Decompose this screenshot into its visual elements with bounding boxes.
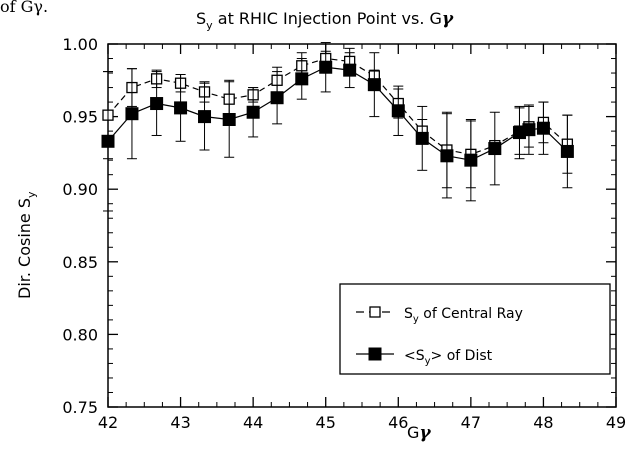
title-rest: at RHIC Injection Point vs. G: [213, 9, 442, 28]
x-axis-label-g: G: [407, 423, 419, 442]
series-line: [107, 57, 568, 155]
legend: Sy of Central Ray <Sy> of Dist: [339, 283, 611, 375]
y-tick-label: 0.95: [62, 108, 98, 127]
y-tick-label: 0.80: [62, 325, 98, 344]
data-point-filled-square: [522, 123, 536, 137]
caption-fragment: of Gγ.: [0, 0, 630, 16]
data-point-filled-square: [246, 105, 260, 119]
data-point-filled-square: [464, 153, 478, 167]
title-s: S: [196, 9, 206, 28]
y-tick-label: 0.90: [62, 180, 98, 199]
y-axis-label-subscript: y: [25, 191, 38, 198]
data-point-filled-square: [488, 142, 502, 156]
data-point-filled-square: [536, 121, 550, 135]
data-point-filled-square: [391, 104, 405, 118]
data-point-filled-square: [560, 144, 574, 158]
x-tick-label: 47: [461, 413, 481, 432]
y-tick-label: 0.75: [62, 398, 98, 417]
x-tick-label: 49: [606, 413, 626, 432]
svg-text:Sy at RHIC Injection Point vs.: Sy at RHIC Injection Point vs. Gγ: [196, 9, 454, 32]
data-point-filled-square: [295, 72, 309, 86]
legend-box: [339, 283, 611, 375]
data-point-filled-square: [440, 149, 454, 163]
y-axis-label-main: Dir. Cosine S: [15, 198, 34, 299]
data-point-filled-square: [222, 113, 236, 127]
legend-marker-open-square: [369, 306, 381, 318]
title-subscript: y: [206, 19, 213, 32]
y-axis-label: Dir. Cosine Sy: [15, 191, 38, 299]
data-point-filled-square: [174, 101, 188, 115]
data-point-filled-square: [125, 107, 139, 121]
data-point-filled-square: [367, 78, 381, 92]
data-point-filled-square: [101, 134, 115, 148]
x-tick-label: 43: [170, 413, 190, 432]
data-point-filled-square: [343, 63, 357, 77]
x-tick-label: 48: [533, 413, 553, 432]
y-tick-label: 1.00: [62, 35, 98, 54]
x-axis-label: Gγ: [407, 423, 431, 443]
x-tick-label: 46: [388, 413, 408, 432]
series-dist: [101, 42, 574, 212]
caption-fragment-text: of Gγ.: [0, 0, 49, 16]
x-tick-label: 44: [243, 413, 263, 432]
data-point-filled-square: [270, 91, 284, 105]
x-axis-label-gamma: γ: [419, 423, 431, 443]
legend-label-central-ray: Sy of Central Ray: [404, 306, 523, 325]
title-gamma: γ: [442, 9, 454, 29]
data-point-filled-square: [150, 97, 164, 111]
data-point-filled-square: [415, 131, 429, 145]
data-point-filled-square: [319, 60, 333, 74]
x-tick-label: 42: [98, 413, 118, 432]
data-series: [101, 42, 574, 212]
x-tick-label: 45: [316, 413, 336, 432]
data-point-filled-square: [198, 110, 212, 124]
y-tick-label: 0.85: [62, 253, 98, 272]
legend-label-dist: <Sy> of Dist: [404, 348, 493, 367]
legend-marker-filled-square: [368, 347, 382, 361]
chart-title: Sy at RHIC Injection Point vs. Gγ: [196, 9, 454, 32]
